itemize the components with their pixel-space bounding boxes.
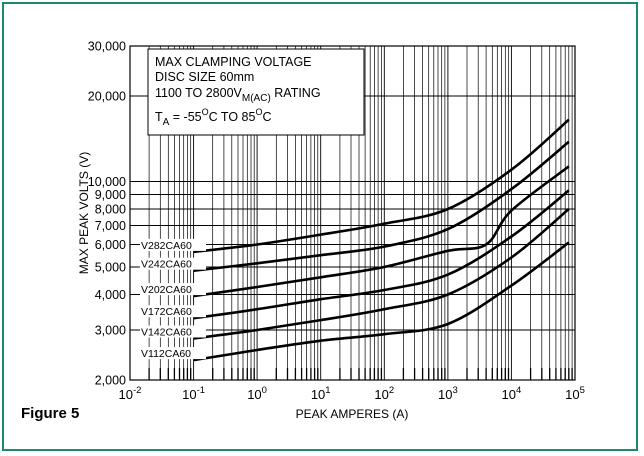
x-axis-label: PEAK AMPERES (A) [296, 407, 409, 421]
series-line-V172CA60 [193, 189, 570, 320]
series-label-bg [140, 283, 206, 296]
series-lines [193, 118, 570, 362]
y-tick-label: 9,000 [95, 188, 126, 202]
x-tick-label: 100 [247, 385, 267, 402]
series-line-V112CA60 [193, 241, 570, 362]
annotation-line-2: DISC SIZE 60mm [155, 70, 254, 84]
x-minor-ticks [148, 368, 573, 380]
x-tick-label: 10-2 [119, 385, 142, 402]
series-line-V142CA60 [193, 208, 570, 340]
x-tick-label: 102 [374, 385, 394, 402]
plot-border [129, 45, 576, 381]
y-tick-label: 6,000 [95, 238, 126, 252]
series-label-V202CA60: V202CA60 [141, 284, 192, 296]
series-label-V242CA60: V242CA60 [141, 259, 192, 271]
series-label-V142CA60: V142CA60 [141, 327, 192, 339]
annotation-line-3: 1100 TO 2800VM(AC) RATING [155, 86, 321, 104]
x-tick-label: 103 [438, 385, 458, 402]
series-label-bg [140, 325, 206, 338]
x-tick-label: 104 [502, 385, 522, 402]
series-label-V282CA60: V282CA60 [141, 240, 192, 252]
y-tick-label: 8,000 [95, 203, 126, 217]
series-label-V172CA60: V172CA60 [141, 306, 192, 318]
x-tick-label: 105 [565, 385, 585, 402]
y-tick-label: 2,000 [95, 374, 126, 388]
y-tick-labels: 2,000 3,000 4,000 5,000 6,000 7,000 8,0009,000… [88, 40, 126, 388]
annotation-line-4: TA = -55OC TO 85OC [155, 107, 271, 128]
series-labels: V282CA60 V242CA60 V202CA60 V172CA60 V142CA60… [140, 238, 206, 360]
y-axis-label: MAX PEAK VOLTS (V) [77, 152, 91, 274]
x-tick-label: 10-1 [182, 385, 205, 402]
annotation-box [147, 48, 365, 136]
series-line-V282CA60 [193, 118, 570, 254]
y-tick-label: 10,000 [88, 175, 126, 189]
annotation-line-1: MAX CLAMPING VOLTAGE [155, 55, 312, 69]
y-tick-label: 5,000 [95, 261, 126, 275]
y-tick-label: 7,000 [95, 219, 126, 233]
y-tick-label: 4,000 [95, 288, 126, 302]
x-tick-label: 101 [311, 385, 331, 402]
y-tick-label: 30,000 [88, 40, 126, 54]
series-label-bg [140, 347, 206, 360]
series-label-bg [140, 238, 206, 251]
x-tick-labels: 10-2 10-1 100 101 102 103 104 105 [119, 385, 585, 402]
y-tick-label: 20,000 [88, 90, 126, 104]
figure-label: Figure 5 [21, 405, 80, 422]
series-label-bg [140, 257, 206, 270]
y-tick-label: 3,000 [95, 324, 126, 338]
series-line-V242CA60 [193, 140, 570, 272]
series-line-V202CA60 [193, 165, 570, 298]
series-label-bg [140, 305, 206, 318]
series-label-V112CA60: V112CA60 [141, 348, 191, 360]
